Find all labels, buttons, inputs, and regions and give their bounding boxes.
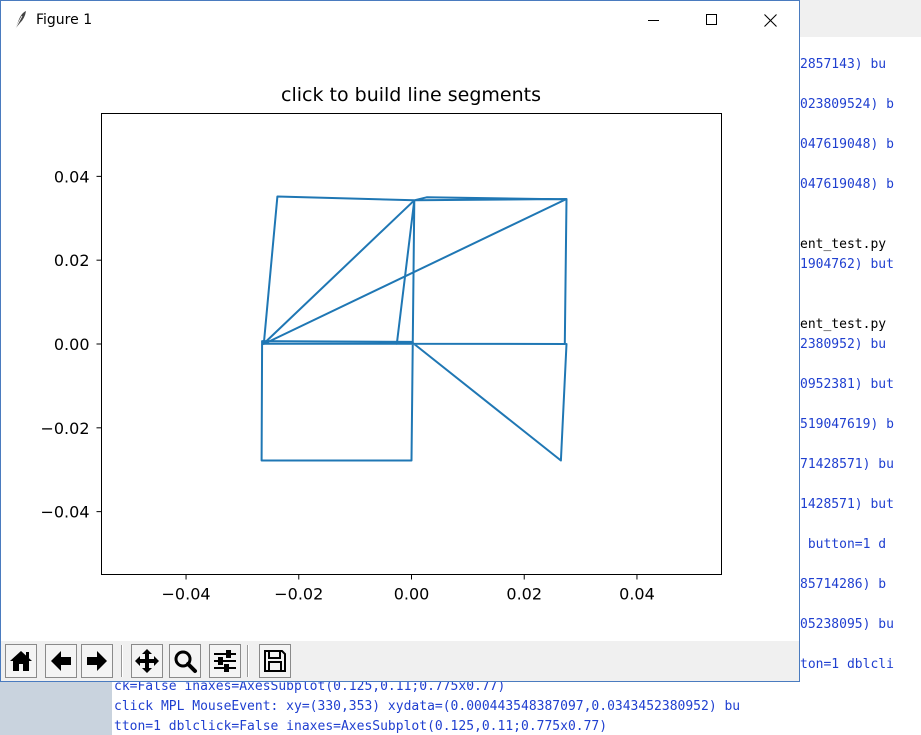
console-line: click MPL MouseEvent: xy=(330,353) xydat… — [114, 699, 741, 714]
navigation-toolbar — [1, 641, 799, 681]
minimize-button[interactable] — [625, 1, 683, 39]
x-tick-label: 0.04 — [619, 585, 655, 604]
x-axis: −0.04 −0.02 0.00 0.02 0.04 — [162, 574, 655, 604]
move-icon — [135, 649, 159, 673]
console-line: 1904762) but — [800, 257, 894, 272]
console-line: ent_test.py — [800, 237, 887, 252]
x-tick-label: 0.00 — [394, 585, 430, 604]
line-series — [260, 195, 568, 462]
window-title: Figure 1 — [36, 12, 93, 28]
figure-window: Figure 1 click to build line segments −0… — [0, 0, 800, 682]
console-line: 047619048) b — [800, 177, 894, 192]
arrow-left-icon — [51, 651, 71, 671]
console-line: tton=1 dblclick=False inaxes=AxesSubplot… — [114, 719, 608, 734]
line-chart[interactable]: click to build line segments −0.04 −0.02 0… — [1, 39, 799, 641]
y-tick-label: 0.02 — [54, 251, 90, 270]
zoom-button[interactable] — [169, 644, 201, 678]
close-button[interactable] — [741, 1, 799, 39]
y-tick-label: 0.04 — [54, 167, 90, 186]
save-button[interactable] — [259, 644, 291, 678]
console-line: button=1 d — [800, 537, 887, 552]
toolbar-separator — [121, 645, 123, 677]
y-tick-label: −0.02 — [40, 419, 89, 438]
arrow-right-icon — [87, 651, 107, 671]
sliders-icon — [214, 650, 236, 672]
console-line: 023809524) b — [800, 97, 894, 112]
console-line: 71428571) bu — [800, 457, 894, 472]
console-output: 2857143) bu 023809524) b 047619048) b 04761… — [800, 37, 921, 677]
console-line: 1428571) but — [800, 497, 894, 512]
maximize-icon — [706, 14, 717, 25]
console-line: 2380952) bu — [800, 337, 887, 352]
console-gutter — [0, 682, 112, 735]
console-line: ent_test.py — [800, 317, 887, 332]
floppy-disk-icon — [264, 650, 286, 672]
magnifier-icon — [174, 650, 197, 673]
home-icon — [10, 651, 32, 671]
y-axis: 0.04 0.02 0.00 −0.02 −0.04 — [40, 167, 102, 522]
chart-title: click to build line segments — [281, 84, 541, 106]
console-line: 047619048) b — [800, 137, 894, 152]
feather-icon — [14, 11, 26, 30]
back-button[interactable] — [45, 644, 77, 678]
title-bar[interactable]: Figure 1 — [1, 1, 799, 39]
x-tick-label: −0.04 — [162, 585, 211, 604]
x-tick-label: 0.02 — [506, 585, 542, 604]
console-line: 05238095) bu — [800, 617, 894, 632]
console-line: 0952381) but — [800, 377, 894, 392]
toolbar-separator — [247, 645, 249, 677]
console-line: 2857143) bu — [800, 57, 887, 72]
console-output-bottom: ck=False inaxes=AxesSubplot(0.125,0.11;0… — [112, 677, 921, 735]
console-line: ck=False inaxes=AxesSubplot(0.125,0.11;0… — [114, 679, 506, 694]
y-tick-label: −0.04 — [40, 503, 89, 522]
forward-button[interactable] — [81, 644, 113, 678]
console-line: 85714286) b — [800, 577, 887, 592]
y-tick-label: 0.00 — [54, 335, 90, 354]
close-icon — [763, 13, 777, 27]
home-button[interactable] — [5, 644, 37, 678]
minimize-icon — [648, 20, 659, 21]
console-line: ton=1 dblcli — [800, 657, 894, 672]
plot-canvas[interactable]: click to build line segments −0.04 −0.02 0… — [1, 39, 799, 641]
maximize-button[interactable] — [683, 1, 741, 39]
configure-subplots-button[interactable] — [209, 644, 241, 678]
x-tick-label: −0.02 — [274, 585, 323, 604]
console-line: 519047619) b — [800, 417, 894, 432]
pan-button[interactable] — [131, 644, 163, 678]
